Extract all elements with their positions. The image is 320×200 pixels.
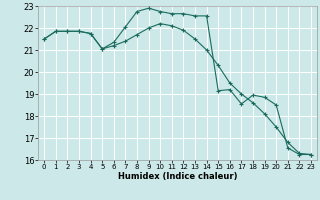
X-axis label: Humidex (Indice chaleur): Humidex (Indice chaleur) (118, 172, 237, 181)
